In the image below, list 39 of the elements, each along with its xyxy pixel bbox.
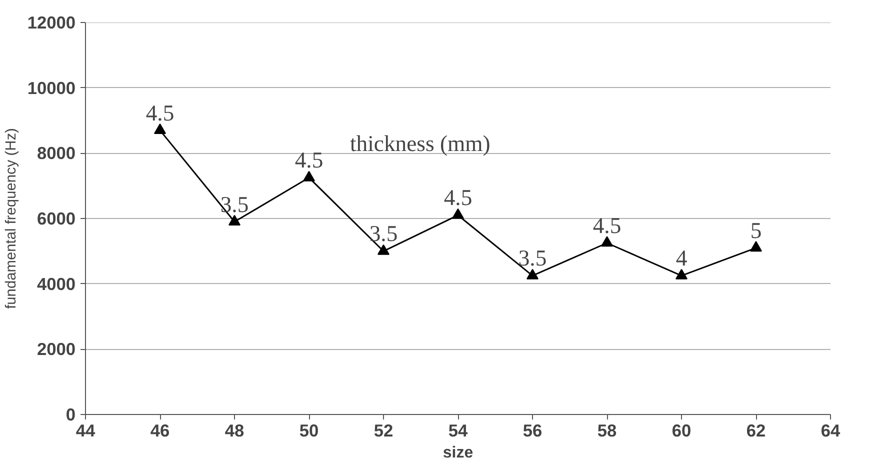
y-tick-label: 2000 [36,339,76,360]
point [154,123,166,134]
point [601,236,613,247]
y-tick-label: 6000 [36,208,76,228]
point [452,208,464,219]
annotation: 3.5 [518,246,547,271]
y-tick-label: 4000 [36,274,76,294]
point [378,244,390,255]
x-tick-label: 64 [820,420,840,440]
annotation: 3.5 [369,221,398,246]
x-tick-label: 58 [597,420,617,440]
annotation: 4.5 [444,185,472,210]
annotation: 4.5 [294,148,324,173]
y-tick-label: 8000 [36,143,76,164]
y-axis-title: fundamental frequency (Hz) [3,128,20,309]
x-tick-label: 62 [746,420,766,440]
x-tick-label: 48 [224,420,244,440]
x-tick-label: 52 [374,420,394,440]
x-tick-label: 54 [448,420,468,440]
y-tick-label: 12000 [27,12,76,32]
x-tick-label: 46 [150,420,170,440]
x-tick-label: 50 [299,420,319,440]
x-tick-label: 60 [672,420,692,440]
y-tick-label: 0 [66,404,76,424]
point [228,214,240,226]
x-tick-label: 44 [76,420,96,440]
point [303,170,315,182]
annotation: 3.5 [220,192,249,217]
x-axis-title: size [442,444,474,462]
x-tick-label: 56 [522,420,542,440]
annotation: 4.5 [592,213,622,238]
point [676,268,688,280]
annotation: thickness (mm) [350,130,490,156]
annotation: 4.5 [146,100,174,126]
point [750,241,762,252]
annotation: 4 [676,246,688,271]
annotation: 5 [750,218,762,243]
y-tick-label: 10000 [27,78,76,98]
point [526,268,538,280]
